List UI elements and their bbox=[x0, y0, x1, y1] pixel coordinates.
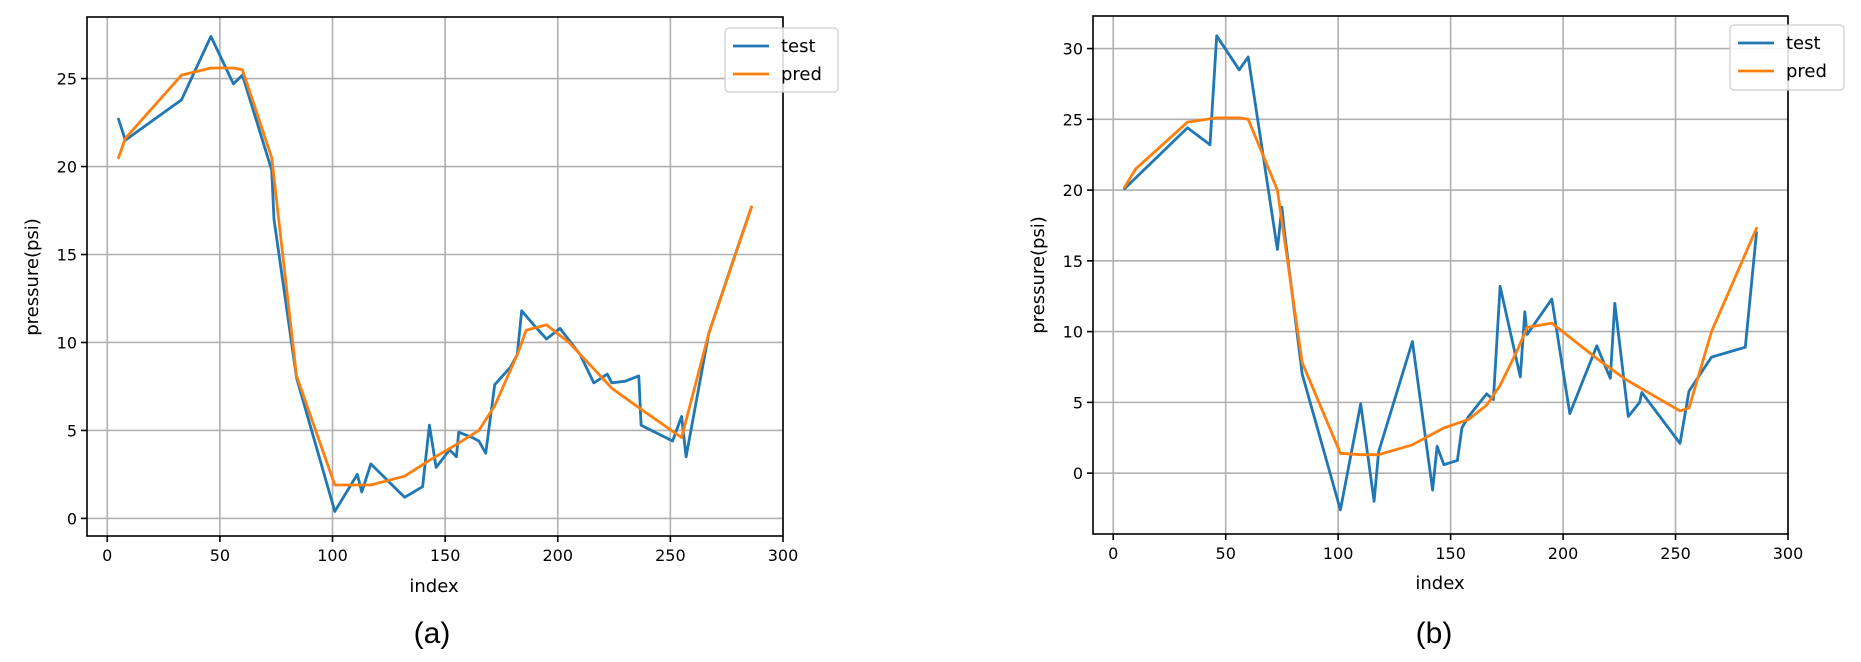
y-tick-label: 15 bbox=[1063, 252, 1083, 271]
legend-label-pred: pred bbox=[781, 64, 822, 85]
chart-panel-b: (b) index pressure(psi) 0 50 100 150 200 250 3… bbox=[1028, 15, 1845, 650]
series-line-test bbox=[117, 35, 753, 513]
x-tick-label: 300 bbox=[1773, 544, 1804, 563]
x-tick-label: 100 bbox=[317, 546, 348, 565]
legend: test pred bbox=[1729, 24, 1845, 91]
legend-label-test: test bbox=[781, 36, 816, 57]
series-line-test bbox=[1123, 34, 1758, 512]
ticks: 0 50 100 150 200 250 300 0 5 10 15 20 25 bbox=[57, 70, 799, 565]
y-tick-label: 15 bbox=[57, 246, 77, 265]
y-tick-label: 25 bbox=[57, 70, 77, 89]
panel-caption: (a) bbox=[414, 617, 451, 650]
y-tick-label: 5 bbox=[67, 421, 77, 440]
x-tick-label: 0 bbox=[1108, 544, 1118, 563]
legend-box bbox=[724, 27, 839, 93]
series-line-pred bbox=[1123, 116, 1758, 457]
panel-caption: (b) bbox=[1416, 617, 1453, 650]
legend-label-pred: pred bbox=[1786, 61, 1827, 82]
y-tick-label: 20 bbox=[57, 158, 77, 177]
x-axis-label: index bbox=[1415, 573, 1465, 594]
x-tick-label: 150 bbox=[430, 546, 461, 565]
x-tick-label: 50 bbox=[210, 546, 230, 565]
x-tick-label: 0 bbox=[102, 546, 112, 565]
x-tick-label: 200 bbox=[542, 546, 573, 565]
x-tick-label: 50 bbox=[1216, 544, 1236, 563]
series-group bbox=[1123, 34, 1758, 512]
chart-panel-a: (a) index pressure(psi) 0 50 100 150 200 250 3… bbox=[22, 16, 839, 650]
y-tick-label: 25 bbox=[1063, 110, 1083, 129]
y-tick-label: 0 bbox=[1073, 464, 1083, 483]
y-tick-label: 10 bbox=[57, 333, 77, 352]
x-tick-label: 250 bbox=[655, 546, 686, 565]
series-line-pred bbox=[117, 66, 753, 487]
y-tick-label: 0 bbox=[67, 509, 77, 528]
series-group bbox=[117, 35, 753, 513]
y-tick-label: 20 bbox=[1063, 181, 1083, 200]
ticks: 0 50 100 150 200 250 300 0 5 10 15 20 25 30 bbox=[1063, 40, 1804, 563]
legend: test pred bbox=[724, 27, 839, 93]
y-tick-label: 30 bbox=[1063, 40, 1083, 59]
x-tick-label: 250 bbox=[1660, 544, 1691, 563]
grid bbox=[87, 17, 784, 536]
x-tick-label: 300 bbox=[768, 546, 799, 565]
x-tick-label: 150 bbox=[1435, 544, 1466, 563]
plot-frame bbox=[1092, 15, 1789, 535]
y-axis-label: pressure(psi) bbox=[1028, 216, 1049, 334]
y-tick-label: 5 bbox=[1073, 393, 1083, 412]
legend-box bbox=[1729, 24, 1845, 91]
x-axis-label: index bbox=[409, 576, 459, 597]
plot-frame bbox=[86, 16, 784, 537]
y-axis-label: pressure(psi) bbox=[22, 218, 43, 336]
x-tick-label: 100 bbox=[1323, 544, 1354, 563]
legend-label-test: test bbox=[1786, 33, 1821, 54]
y-tick-label: 10 bbox=[1063, 323, 1083, 342]
x-tick-label: 200 bbox=[1548, 544, 1579, 563]
